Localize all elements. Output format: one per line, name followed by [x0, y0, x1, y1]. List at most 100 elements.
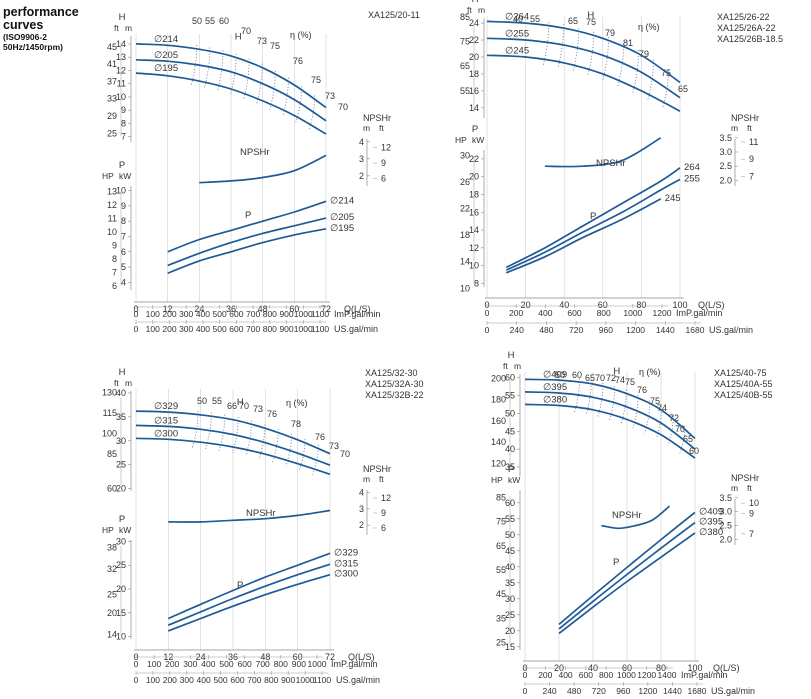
- model-name: XA125/32-30: [365, 368, 418, 378]
- us-tick-label: 1680: [686, 325, 705, 335]
- head-m-tick-label: 12: [116, 65, 126, 75]
- power-kw-tick-label: 10: [116, 186, 126, 196]
- efficiency-value-label: 40: [513, 14, 523, 24]
- npsh-curve-label: NPSHr: [596, 158, 626, 169]
- power-kw-tick-label: 25: [116, 560, 126, 570]
- head-curve: [135, 58, 327, 122]
- efficiency-value-label: 81: [623, 38, 633, 48]
- power-curve-axis-label: P: [245, 210, 251, 221]
- power-curve: [558, 532, 696, 635]
- efficiency-value-label: 76: [637, 385, 647, 395]
- us-tick-label: 800: [263, 324, 277, 334]
- power-curve: [505, 178, 681, 271]
- head-ft-tick-label: 85: [107, 449, 117, 459]
- power-curve: [558, 521, 696, 630]
- power-kw-tick-label: 40: [505, 562, 515, 572]
- imp-tick-label: 400: [201, 659, 215, 669]
- us-tick-label: 400: [197, 675, 211, 685]
- us-axis-title: US.gal/min: [709, 325, 753, 335]
- power-curve-axis-label: P: [590, 211, 596, 222]
- efficiency-value-label: 74: [615, 375, 625, 385]
- head-ft-tick-label: 100: [102, 428, 117, 438]
- efficiency-value-label: 75: [650, 396, 660, 406]
- power-kw-tick-label: 45: [505, 546, 515, 556]
- power-curve-label: ∅300: [334, 569, 358, 580]
- power-kw-tick-label: 10: [116, 632, 126, 642]
- head-m-tick-label: 40: [116, 388, 126, 398]
- us-tick-label: 960: [616, 686, 630, 696]
- x-tick-label: 72: [325, 652, 335, 662]
- npsh-m-tick-label: 2: [359, 520, 364, 530]
- power-axis-unit-hp: HP: [102, 525, 114, 535]
- imp-axis-title: ImP.gal/min: [681, 670, 727, 680]
- efficiency-iso-line: [298, 438, 306, 471]
- efficiency-value-label: 65: [678, 84, 688, 94]
- npsh-axis-title: NPSHr: [731, 113, 759, 123]
- efficiency-value-label: 55: [205, 16, 215, 26]
- head-curve-label: ∅329: [154, 401, 178, 412]
- power-kw-tick-label: 8: [474, 278, 479, 288]
- head-ft-tick-label: 115: [103, 408, 117, 418]
- npsh-curve-label: NPSHr: [240, 147, 270, 158]
- power-curve: [167, 200, 327, 253]
- model-name: XA125/32B-22: [365, 390, 424, 400]
- power-curve-axis-label: P: [237, 580, 243, 591]
- x-tick-label: 40: [559, 300, 569, 310]
- power-curve: [167, 217, 327, 267]
- head-axis-unit-m: m: [125, 23, 132, 33]
- power-hp-tick-label: 14: [107, 630, 117, 640]
- head-curve: [486, 37, 681, 99]
- power-hp-tick-label: 65: [496, 541, 506, 551]
- head-ft-tick-label: 85: [460, 12, 470, 22]
- imp-tick-label: 1200: [637, 670, 656, 680]
- head-ft-tick-label: 25: [107, 128, 117, 138]
- chart-panel: 020406080100Q(L/S)0200400600800100012001…: [491, 350, 773, 696]
- imp-tick-label: 100: [146, 309, 160, 319]
- us-tick-label: 720: [592, 686, 606, 696]
- imp-tick-label: 1000: [308, 659, 327, 669]
- npsh-ft-tick-label: 9: [749, 154, 754, 164]
- imp-tick-label: 0: [134, 659, 139, 669]
- power-hp-tick-label: 35: [496, 613, 506, 623]
- power-axis-title: P: [508, 464, 514, 475]
- head-curve-label: ∅395: [543, 382, 567, 393]
- efficiency-value-label: 60: [219, 16, 229, 26]
- head-m-tick-label: 22: [469, 35, 479, 45]
- npsh-axis-unit-m: m: [363, 474, 370, 484]
- imp-tick-label: 800: [263, 309, 277, 319]
- efficiency-axis-label: η (%): [286, 398, 308, 408]
- power-kw-tick-label: 30: [116, 536, 126, 546]
- npsh-axis-unit-m: m: [731, 123, 738, 133]
- power-curve-label: 255: [684, 173, 700, 184]
- npsh-m-tick-label: 3: [359, 504, 364, 514]
- head-ft-tick-label: 160: [491, 416, 506, 426]
- imp-tick-label: 600: [229, 309, 243, 319]
- efficiency-value-label: 50: [192, 16, 202, 26]
- imp-axis-title: ImP.gal/min: [334, 309, 380, 319]
- efficiency-value-label: 75: [625, 377, 635, 387]
- efficiency-iso-line: [191, 410, 199, 448]
- power-hp-tick-label: 75: [496, 517, 506, 527]
- head-curve-axis-label: H: [587, 10, 594, 21]
- efficiency-iso-line: [667, 415, 674, 446]
- x-tick-label: 20: [521, 300, 531, 310]
- model-name: XA125/26-22: [717, 12, 770, 22]
- head-curve-label: ∅245: [505, 45, 529, 56]
- power-axis-unit-kw: kW: [119, 171, 131, 181]
- power-hp-tick-label: 8: [112, 254, 117, 264]
- efficiency-value-label: 75: [270, 41, 280, 51]
- power-curve-label: ∅195: [330, 223, 354, 234]
- efficiency-value-label: 76: [315, 432, 325, 442]
- us-tick-label: 1000: [296, 675, 315, 685]
- power-kw-tick-label: 4: [121, 277, 126, 287]
- us-tick-label: 200: [162, 324, 176, 334]
- head-ft-tick-label: 200: [491, 373, 506, 383]
- us-tick-label: 200: [163, 675, 177, 685]
- model-name: XA125/40A-55: [714, 379, 773, 389]
- us-tick-label: 700: [246, 324, 260, 334]
- efficiency-value-label: 70: [595, 373, 605, 383]
- imp-tick-label: 1400: [658, 670, 677, 680]
- npsh-m-tick-label: 2.0: [719, 175, 732, 185]
- us-tick-label: 0: [523, 686, 528, 696]
- efficiency-value-label: 70: [241, 26, 251, 36]
